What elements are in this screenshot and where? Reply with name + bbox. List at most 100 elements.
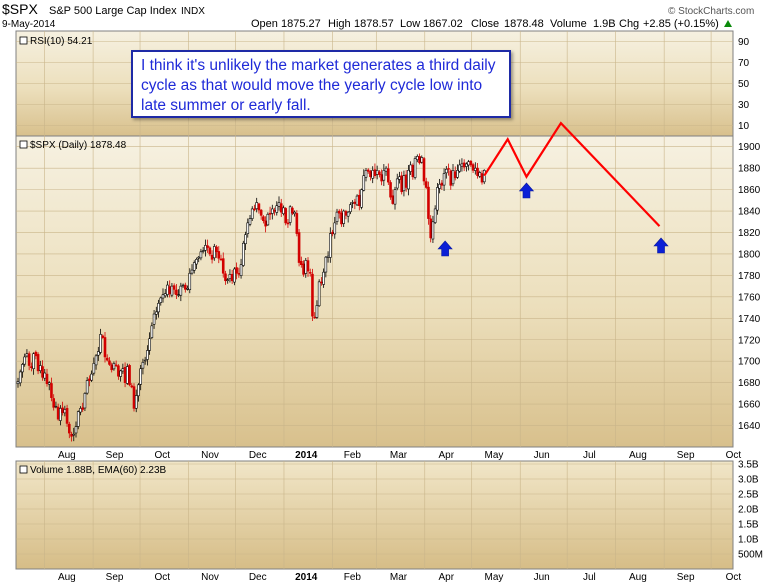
candle-body <box>192 262 196 271</box>
candle-body <box>288 206 292 223</box>
price-y-tick: 1840 <box>738 207 761 218</box>
candle-body <box>453 171 457 179</box>
candle-body <box>157 302 160 313</box>
x-tick-label: Aug <box>629 450 647 461</box>
price-y-tick: 1880 <box>738 164 761 175</box>
candle-body <box>92 363 96 374</box>
candle-body <box>404 174 408 188</box>
candle-body <box>465 163 468 167</box>
candle-body <box>39 365 42 371</box>
close-value: 1878.48 <box>504 18 544 30</box>
candle-body <box>148 338 151 351</box>
price-y-tick: 1660 <box>738 400 761 411</box>
candle-body <box>326 255 330 258</box>
candle-body <box>244 234 247 245</box>
candle-body <box>79 408 82 413</box>
candle-body <box>456 170 459 178</box>
candle-body <box>402 175 406 192</box>
x-tick-label: Sep <box>106 450 124 461</box>
volume-label: Volume 1.88B, EMA(60) 2.23B <box>30 465 167 476</box>
candle-body <box>297 232 301 263</box>
x-tick-label: 2014 <box>295 450 318 461</box>
candle-body <box>175 289 178 296</box>
candle-body <box>186 287 189 290</box>
candle-body <box>268 212 272 215</box>
candle-body <box>47 382 51 385</box>
price-y-tick: 1780 <box>738 271 761 282</box>
x-tick-label: Oct <box>726 572 742 583</box>
candle-body <box>424 181 428 188</box>
candle-body <box>63 409 67 414</box>
grid-lines <box>16 31 733 569</box>
candle-body <box>41 366 44 378</box>
x-tick-label: Jun <box>534 450 550 461</box>
candle-body <box>130 385 134 388</box>
candle-body <box>61 407 64 413</box>
candle-body <box>480 173 484 183</box>
candle-body <box>56 406 60 420</box>
candle-body <box>159 297 163 303</box>
candle-body <box>476 167 479 176</box>
candle-body <box>90 373 93 381</box>
x-tick-label: Oct <box>155 450 171 461</box>
volume-y-tick: 2.5B <box>738 490 759 501</box>
candle-body <box>333 222 337 235</box>
candle-body <box>395 178 399 189</box>
candle-body <box>458 164 461 172</box>
price-y-tick: 1720 <box>738 335 761 346</box>
candle-body <box>322 271 325 285</box>
candle-body <box>279 203 283 213</box>
volume-y-tick: 3.0B <box>738 475 759 486</box>
candle-body <box>94 355 98 366</box>
candle-body <box>433 208 437 223</box>
candle-body <box>380 174 383 182</box>
candle-body <box>54 405 58 408</box>
candle-body <box>215 246 218 253</box>
candle-body <box>440 182 444 186</box>
x-tick-label: Mar <box>390 450 408 461</box>
candle-body <box>168 286 171 294</box>
candle-body <box>271 208 274 214</box>
candle-body <box>72 433 76 436</box>
chg-up-arrow-icon <box>724 20 732 27</box>
candle-body <box>248 218 252 225</box>
close-label: Close <box>471 18 499 30</box>
candle-body <box>25 353 29 357</box>
projection-line <box>483 121 661 227</box>
candle-body <box>226 279 229 281</box>
x-tick-label: Jun <box>534 572 550 583</box>
candle-body <box>52 398 55 408</box>
candle-body <box>362 175 366 191</box>
chg-label: Chg <box>619 18 639 30</box>
candle-body <box>264 220 267 227</box>
up-arrow-icon <box>653 237 669 254</box>
candle-body <box>50 383 53 398</box>
candle-body <box>23 356 26 365</box>
candle-body <box>117 365 120 377</box>
candle-body <box>384 167 388 172</box>
candle-body <box>36 354 40 372</box>
candle-body <box>230 273 234 282</box>
candle-body <box>126 366 129 384</box>
open-value: 1875.27 <box>281 18 321 30</box>
candle-body <box>239 264 243 276</box>
candle-body <box>462 162 466 168</box>
candle-body <box>30 366 33 368</box>
price-label: $SPX (Daily) 1878.48 <box>30 140 127 151</box>
x-tick-label: May <box>485 450 504 461</box>
candle-body <box>166 284 169 295</box>
rsi-y-tick: 10 <box>738 121 750 132</box>
candle-body <box>155 311 158 315</box>
candle-body <box>250 208 254 219</box>
volume-value: 1.9B <box>593 18 616 30</box>
candle-body <box>373 169 377 176</box>
price-y-tick: 1820 <box>738 228 761 239</box>
candle-body <box>335 211 339 222</box>
candle-body <box>137 384 140 397</box>
candle-body <box>315 305 319 318</box>
candle-body <box>45 373 49 385</box>
index-name: S&P 500 Large Cap Index <box>49 5 177 17</box>
price-y-tick: 1900 <box>738 142 761 153</box>
x-tick-label: Jul <box>583 572 596 583</box>
candle-body <box>302 263 305 275</box>
